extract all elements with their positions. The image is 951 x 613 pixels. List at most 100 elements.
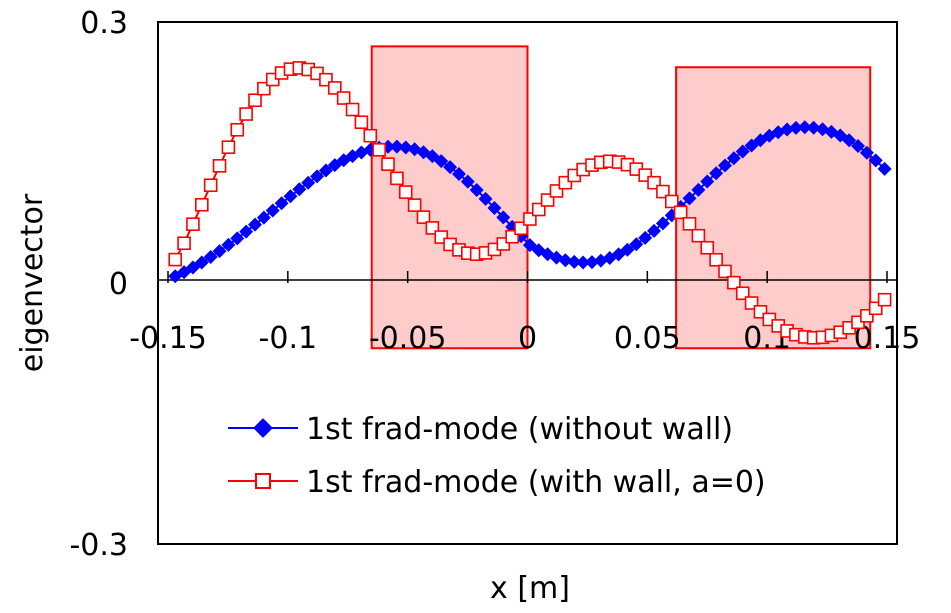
y-tick-label: 0.3 [80,6,128,41]
series-2-point [416,210,431,224]
series-1-point [638,230,653,245]
series-1-point [496,210,511,225]
series-2-point [230,122,245,137]
series-1-point [434,154,449,169]
series-1-point [460,174,475,189]
x-axis-tick-labels: -0.15 -0.1 -0.05 0 0.05 0.1 0.15 [129,321,920,356]
series-2-point [221,140,236,154]
series-1-point [283,189,298,204]
series-2-point [718,264,732,279]
series-1-point [709,166,724,181]
series-1-point [868,153,883,168]
x-tick-label: -0.05 [369,321,447,356]
series-1-point [239,224,254,239]
series-1-point [212,244,227,259]
series-1-point [469,182,484,197]
series-1-point [194,255,209,270]
legend-marker-without-wall [253,418,273,438]
legend-marker-with-wall [255,473,271,489]
series-1-point [717,158,732,173]
series-1-point [443,160,458,175]
series-1-point [735,144,750,159]
series-2-point [656,184,670,199]
series-2-point [372,143,386,157]
series-2-point [203,178,218,193]
series-2-point [664,194,679,209]
series-2-point [709,252,723,267]
wall-region-2 [675,66,872,350]
series-1-point [203,249,218,264]
x-tick-label: -0.1 [259,321,318,356]
series-1-point [691,182,706,197]
series-1-point [451,166,466,181]
legend: 1st frad-mode (without wall) 1st frad-mo… [228,412,766,500]
series-1-point [744,138,759,153]
series-2-point [691,228,706,243]
series-2-point [168,252,182,267]
series-1-point [584,255,599,270]
series-1-point [842,133,857,148]
series-1-point [806,120,821,135]
x-tick-label: 0.05 [614,321,681,356]
series-1-point [620,242,635,257]
series-2-point [390,171,404,186]
series-1-point [788,120,803,135]
wall-regions [370,45,872,350]
y-axis-tick-labels: 0.3 0 -0.3 [69,6,128,563]
y-axis-title: eigenvector [15,193,50,372]
series-2-point [727,275,741,290]
series-1-point [318,163,333,178]
y-tick-label: 0 [109,267,128,302]
series-2-point [700,240,715,255]
series-1-point [389,139,404,154]
series-1-point [700,174,715,189]
series-2-point [336,91,351,105]
series-2-point [186,217,200,231]
series-1-point [247,217,262,232]
legend-label-without-wall: 1st frad-mode (without wall) [306,412,733,447]
series-2-point [194,197,209,212]
series-1-point [274,196,289,211]
series-1-point [877,161,892,176]
x-tick-label: -0.15 [129,321,207,356]
series-2-point [328,81,342,95]
series-1-point [629,237,644,252]
series-1-point [301,175,316,190]
y-tick-label: -0.3 [69,528,128,563]
series-1-point [567,254,582,269]
series-layer [168,61,892,345]
series-1-point [398,140,413,155]
series-1-point [230,231,245,246]
series-1-point [859,145,874,160]
series-2-point [354,115,369,130]
series-1-point [310,169,325,184]
series-2-point [682,217,697,231]
series-1-point [292,182,307,197]
wall-region-1 [370,45,529,350]
series-1-point [780,122,795,137]
series-1-point [851,139,866,154]
plot-area-frame [157,21,898,545]
series-2-point [177,236,191,251]
legend-label-with-wall: 1st frad-mode (with wall, a=0) [306,465,766,500]
series-1-point [682,191,697,206]
series-1-point [726,151,741,166]
series-2-point [248,93,262,108]
series-2-point [398,185,413,199]
series-1-point [221,237,236,252]
series-2-point [363,128,378,143]
series-2-point [407,198,422,212]
x-axis-title: x [m] [490,571,570,606]
series-1-point [265,203,280,218]
series-1-point [647,223,662,238]
series-2-point [877,292,892,307]
series-1-point [478,191,493,206]
x-tick-label: 0 [518,321,537,356]
series-1-point [256,210,271,225]
series-2-point [239,107,253,121]
series-2-point [381,157,395,171]
series-1-point [576,255,591,270]
series-2-point [345,102,360,117]
series-1-point [797,120,812,135]
